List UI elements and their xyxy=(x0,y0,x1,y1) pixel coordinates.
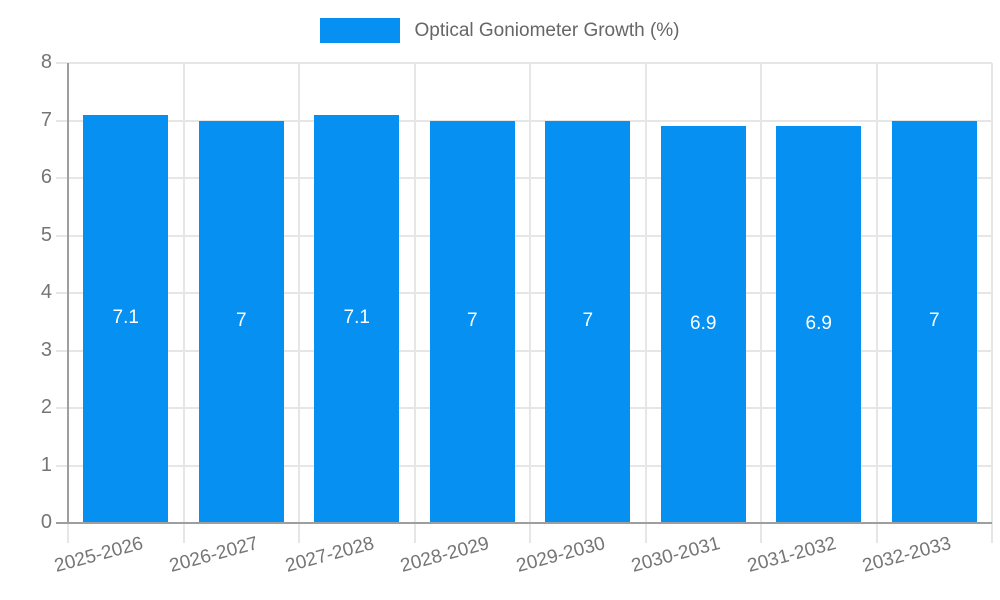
legend-swatch xyxy=(320,18,401,43)
x-axis-tick-mark xyxy=(760,523,762,543)
bar-value-label: 6.9 xyxy=(805,312,832,334)
gridline-vertical xyxy=(298,63,300,523)
y-axis-tick-label: 4 xyxy=(40,281,52,303)
gridline-horizontal xyxy=(56,407,992,409)
gridline-horizontal xyxy=(56,464,992,467)
y-axis-tick-label: 7 xyxy=(40,108,52,131)
bar xyxy=(660,126,746,523)
bar xyxy=(314,114,400,523)
x-axis-tick-mark xyxy=(991,523,993,543)
x-axis-tick-mark xyxy=(644,523,647,543)
y-axis-tick-label: 8 xyxy=(40,51,52,73)
x-axis-tick-mark xyxy=(529,523,531,543)
gridline-horizontal xyxy=(56,119,992,122)
gridline-horizontal xyxy=(56,62,992,64)
legend-label: Optical Goniometer Growth (%) xyxy=(414,20,680,41)
gridline-vertical xyxy=(991,63,993,523)
gridline-horizontal xyxy=(56,292,992,294)
bar xyxy=(545,120,631,523)
bar-value-label: 7.1 xyxy=(343,306,370,328)
y-axis-tick-label: 1 xyxy=(40,453,52,476)
gridline-horizontal xyxy=(56,234,992,237)
gridline-vertical xyxy=(413,63,416,523)
bar-value-label: 7 xyxy=(582,309,594,331)
gridline-vertical xyxy=(644,63,647,523)
y-axis-line xyxy=(67,63,69,523)
y-axis-tick-label: 3 xyxy=(40,338,52,361)
legend[interactable]: Optical Goniometer Growth (%) xyxy=(0,18,1000,43)
x-axis-line xyxy=(56,522,992,524)
bar-value-label: 7 xyxy=(466,309,478,331)
bar xyxy=(198,120,284,523)
gridline-horizontal xyxy=(56,349,992,352)
bar xyxy=(891,120,977,523)
gridline-vertical xyxy=(875,63,878,523)
y-axis-tick-label: 2 xyxy=(40,396,52,418)
y-axis-tick-label: 0 xyxy=(40,511,52,533)
y-axis-tick-label: 5 xyxy=(40,223,52,246)
x-axis-tick-mark xyxy=(67,523,69,543)
bar-value-label: 6.9 xyxy=(690,312,717,334)
bar-value-label: 7 xyxy=(235,309,247,331)
bar xyxy=(776,126,862,523)
gridline-vertical xyxy=(182,63,185,523)
y-axis-tick-label: 6 xyxy=(40,166,52,188)
gridline-vertical xyxy=(760,63,762,523)
bar-value-label: 7 xyxy=(928,309,940,331)
bar xyxy=(83,114,169,523)
x-axis-tick-mark xyxy=(875,523,878,543)
gridline-horizontal xyxy=(56,177,992,179)
gridline-vertical xyxy=(529,63,531,523)
x-axis-tick-mark xyxy=(298,523,300,543)
bar-value-label: 7.1 xyxy=(112,306,139,328)
x-axis-tick-mark xyxy=(413,523,416,543)
x-axis-tick-mark xyxy=(182,523,185,543)
bar xyxy=(429,120,515,523)
